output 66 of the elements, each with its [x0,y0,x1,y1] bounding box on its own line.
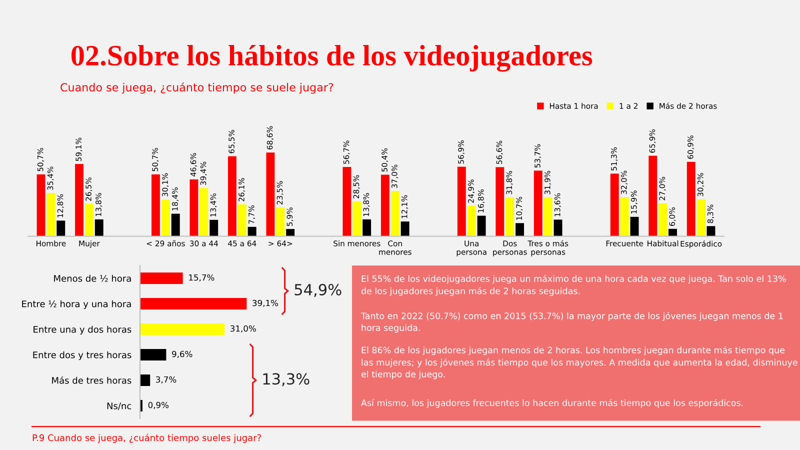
bar [210,220,218,236]
data-label: 3,7% [156,376,176,384]
bar [36,174,46,236]
text: Tanto en 2022 (50.7%) como en 2015 (53.7%) la mayor parte de los jóvenes juegan menos de 1 hora seguida. [360,312,783,333]
bar [56,220,66,236]
bar [686,162,696,236]
bar [506,197,514,236]
bar [238,204,246,236]
bar [620,197,629,236]
data-label: 31,0% [230,325,256,333]
bar [362,219,372,236]
bar [534,170,542,236]
chart-title: 02.Sobre los hábitos de los videojugadores [72,44,592,72]
bar [457,166,466,236]
bar [648,156,658,236]
bar [161,199,170,236]
bar [276,208,285,236]
text: El 86% de los jugadores juegan menos de 2 horas. Los hombres juegan durante más tiempo que las mujeres; y los jóvenes más tiempo que los mayores. A medida que aumenta la edad, disminuye el tiempo de juego. [361,346,798,380]
bar [84,204,94,236]
bar [610,174,619,236]
bar [266,152,275,236]
data-label: 15,7% [189,274,214,282]
data-label: 9,6% [172,350,192,358]
bar [390,191,400,236]
bar [140,324,225,335]
y-tick-label: Entre una y dos horas [34,326,132,335]
bar [516,223,524,236]
bar [477,216,486,236]
bar [75,164,84,236]
text: Así mismo, los jugadores frecuentes lo hacen durante más tiempo que los esporádicos. [361,399,743,408]
y-tick-label: Menos de ½ hora [54,274,131,282]
bar [140,298,247,310]
bar [630,216,639,236]
data-label: 0,9% [148,402,168,410]
bar [467,206,476,236]
bar [46,193,56,236]
y-tick-label: Ns/nc [107,402,132,410]
text: 54,9% [294,284,342,297]
bar [200,188,208,236]
text: El 55% de los videojugadores juega un máximo de una hora cada vez que juega. Tan solo el 13% de los jugadores juegan más de 2 horas seguidas. [361,274,786,296]
bar [352,201,362,236]
chart-subtitle: Cuando se juega, ¿cuánto tiempo se suele jugar? [60,82,334,94]
bar [140,349,166,360]
bar [228,156,236,236]
bar [496,167,504,236]
y-tick-label: Entre dos y tres horas [33,351,132,360]
bar [342,166,352,236]
bar [696,199,706,236]
data-label: 39,1% [252,300,278,308]
bar [152,174,160,236]
text: P.9 Cuando se juega, ¿cuánto tiempo sueles jugar? [32,434,261,443]
bar [544,197,552,236]
bar [658,203,668,236]
bar [380,174,390,236]
bar [286,229,295,236]
text: 13,3% [263,373,310,386]
bar [171,214,180,236]
y-tick-label: Más de tres horas [52,376,132,384]
y-tick-label: Entre ½ hora y una hora [22,300,131,310]
bar [140,272,183,284]
bar [248,226,256,236]
bar [94,219,104,236]
bar [400,221,410,236]
bar [554,220,562,236]
bar [190,179,198,236]
bar [140,374,150,386]
